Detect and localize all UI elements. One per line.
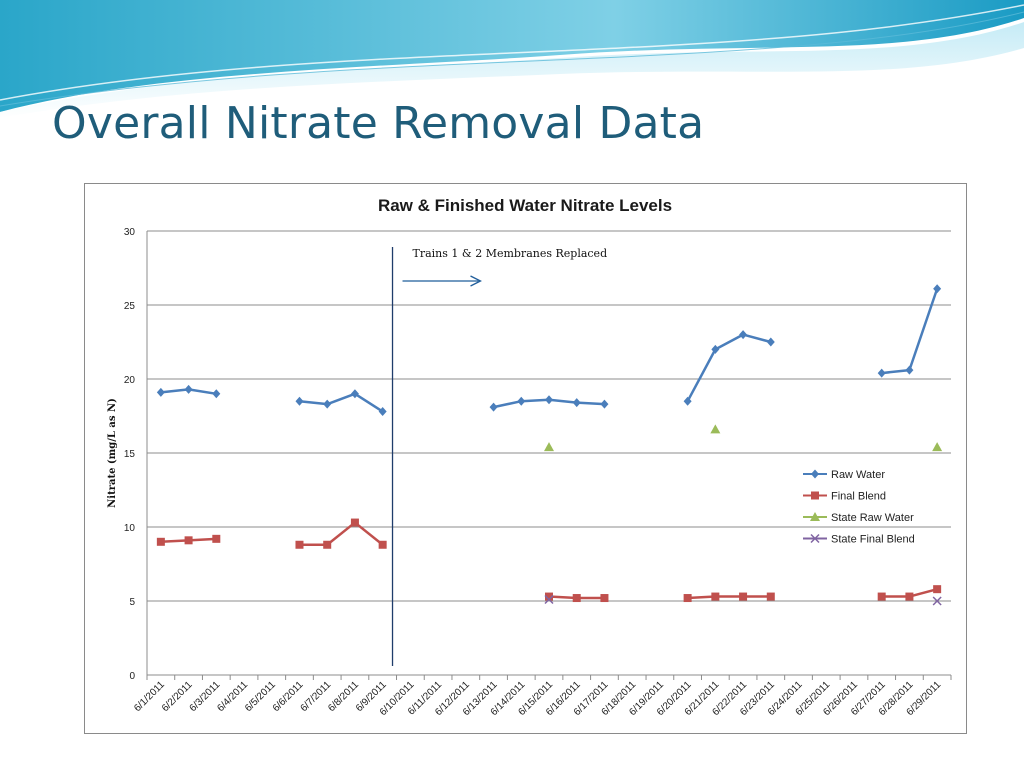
- raw-water-point: [545, 395, 553, 405]
- legend-label-state-raw-water: State Raw Water: [831, 512, 914, 524]
- final-blend-point: [766, 592, 775, 601]
- raw-water-point: [323, 399, 332, 409]
- final-blend-series-line: [687, 595, 771, 600]
- raw-water-point: [600, 399, 609, 409]
- state-raw-water-point: [932, 442, 943, 452]
- raw-water-point: [711, 344, 720, 354]
- y-tick-label: 30: [124, 227, 136, 238]
- chart-frame: Raw & Finished Water Nitrate Levels 0 5 10 1…: [84, 183, 967, 734]
- final-blend-point: [877, 592, 886, 601]
- final-blend-point: [600, 594, 609, 603]
- state-raw-water-point: [710, 424, 721, 434]
- final-blend-point: [545, 592, 553, 601]
- y-tick-label: 20: [124, 375, 136, 386]
- background-waves: [0, 0, 1024, 118]
- raw-water-point: [683, 396, 692, 406]
- nitrate-line-chart: Raw & Finished Water Nitrate Levels 0 5 10 1…: [107, 196, 952, 718]
- y-tick-label: 10: [124, 523, 136, 534]
- annotation-arrow-head: [470, 275, 482, 287]
- final-blend-point: [323, 540, 332, 549]
- final-blend-point: [295, 540, 304, 549]
- raw-water-point: [877, 368, 886, 378]
- raw-water-point: [739, 330, 748, 340]
- final-blend-point: [739, 592, 748, 601]
- raw-water-series-line: [686, 333, 772, 402]
- raw-water-point: [378, 407, 387, 417]
- final-blend-point: [933, 585, 942, 594]
- legend-marker-state-raw-water: [810, 512, 820, 521]
- raw-water-point: [184, 384, 193, 394]
- final-blend-point: [212, 534, 221, 543]
- raw-water-point: [212, 389, 221, 399]
- final-blend-point: [156, 537, 165, 546]
- raw-water-series-line: [299, 392, 384, 413]
- raw-water-point: [933, 284, 942, 294]
- raw-water-series-line: [881, 288, 939, 375]
- y-tick-label: 15: [124, 449, 136, 460]
- raw-water-point: [489, 402, 498, 412]
- final-blend-point: [683, 594, 692, 603]
- final-blend-point: [378, 540, 387, 549]
- final-blend-point: [184, 536, 193, 545]
- legend-marker-final-blend: [811, 491, 819, 500]
- y-tick-label: 25: [124, 301, 136, 312]
- final-blend-point: [711, 592, 720, 601]
- final-blend-point: [905, 592, 914, 601]
- y-tick-label: 5: [129, 597, 135, 608]
- annotation-text: Trains 1 & 2 Membranes Replaced: [413, 247, 608, 260]
- legend-label-final-blend: Final Blend: [831, 491, 886, 503]
- state-raw-water-point: [544, 442, 554, 452]
- raw-water-point: [295, 396, 304, 406]
- legend-label-raw-water: Raw Water: [831, 469, 885, 481]
- state-final-blend-point: [932, 596, 942, 606]
- raw-water-point: [572, 398, 581, 408]
- raw-water-point: [517, 396, 526, 406]
- final-blend-point: [572, 594, 581, 603]
- legend-marker-raw-water: [811, 469, 819, 479]
- raw-water-point: [350, 389, 359, 399]
- y-tick-label: 0: [129, 671, 135, 682]
- slide-title: Overall Nitrate Removal Data: [52, 98, 705, 149]
- raw-water-point: [766, 337, 775, 347]
- chart-title: Raw & Finished Water Nitrate Levels: [378, 196, 672, 215]
- y-axis-label: Nitrate (mg/L as N): [107, 398, 118, 508]
- final-blend-point: [350, 518, 359, 527]
- raw-water-point: [156, 387, 165, 397]
- legend-label-state-final-blend: State Final Blend: [831, 534, 915, 546]
- state-final-blend-point: [544, 594, 554, 605]
- final-blend-series-line: [299, 521, 384, 547]
- raw-water-point: [905, 365, 914, 375]
- legend-marker-state-final-blend: [810, 533, 820, 544]
